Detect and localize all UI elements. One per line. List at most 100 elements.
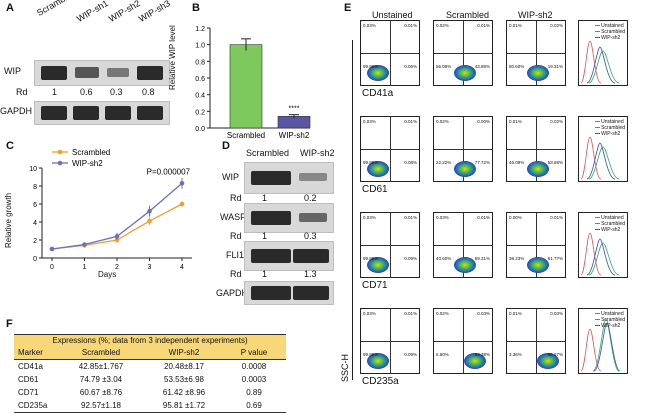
table-caption: Expressions (%; data from 3 independent … (14, 334, 286, 347)
quadrant-percent: 19.31% (547, 64, 563, 69)
quadrant-percent: 0.00% (509, 215, 522, 220)
quadrant-percent: 0.03% (477, 311, 490, 316)
cell-cluster (454, 161, 476, 177)
table-body: CD41a 42.85±1.767 20.48±8.17 0.0008 CD61 74.7… (14, 360, 286, 413)
table-cell: 74.79 ±3.04 (79, 375, 123, 384)
x-tick-label: WIP-sh2 (279, 131, 310, 140)
marker-label: CD71 (362, 280, 388, 291)
p-value-annotation: P=0.000007 (147, 168, 191, 177)
legend-item: WIP-sh2 (595, 35, 625, 41)
table-cell: CD41a (18, 362, 43, 371)
histogram-curve (586, 46, 616, 84)
y-tick-label: 2 (33, 238, 37, 245)
column-header: Unstained (372, 10, 413, 20)
blot-row-label: WASP (220, 212, 247, 222)
histogram-legend: Unstained Scrambled WIP-sh2 (595, 23, 625, 41)
cell-cluster (527, 161, 549, 177)
quadrant-percent: 0.06% (404, 64, 417, 69)
table-cell: 0.69 (246, 401, 262, 410)
histogram-legend: Unstained Scrambled WIP-sh2 (595, 311, 625, 329)
histogram-curve (580, 136, 602, 180)
bar (277, 116, 311, 129)
histogram-curve (586, 142, 616, 180)
table-row: CD235a 92.57±1.18 95.81 ±1.72 0.69 (14, 399, 286, 413)
quadrant-percent: 0.09% (404, 256, 417, 261)
dot-plot: 0.03% 0.01% 99.88% 0.09% (360, 308, 420, 374)
x-tick-label: 1 (83, 264, 87, 270)
quadrant-percent: 0.09% (404, 352, 417, 357)
table-cell: 60.67 ±8.76 (79, 388, 123, 397)
quadrant-percent: 99.88% (363, 160, 379, 165)
y-tick-label: 6 (33, 202, 37, 209)
dot-plot: 0.01% 0.03% 3.36% 96.67% (506, 308, 566, 374)
table-cell: 0.0003 (241, 375, 267, 384)
quadrant-percent: 0.01% (509, 23, 522, 28)
panel-c-label: C (6, 140, 14, 152)
table-cell: 0.0008 (241, 362, 267, 371)
rd-value: 1 (262, 269, 268, 279)
quadrant-percent: 99.88% (363, 256, 379, 261)
quadrant-percent: 0.00% (477, 119, 490, 124)
quadrant-percent: 0.01% (404, 119, 417, 124)
dot-plot: 0.02% 0.03% 5.60% 94.38% (433, 308, 493, 374)
legend-item: Unstained (595, 311, 625, 317)
table-cell: CD235a (18, 401, 48, 410)
quadrant-percent: 0.03% (436, 215, 449, 220)
data-point (49, 246, 55, 252)
x-axis-label: Days (98, 270, 117, 279)
bar-chart-b: 0.0 0.2 0.4 0.6 0.8 1.0 1.2 Scrambled WIP-sh2 ***… (195, 26, 311, 140)
quadrant-percent: 56.09% (436, 64, 452, 69)
cell-cluster (367, 65, 389, 81)
rd-label: Rd (230, 231, 242, 241)
y-tick-label: 1.2 (195, 26, 205, 33)
legend-label: WIP-sh2 (72, 159, 103, 168)
cell-cluster (367, 161, 389, 177)
lane-label: Scrambled (246, 148, 290, 158)
y-tick-label: 10 (29, 166, 37, 173)
blot-wip (34, 60, 170, 86)
y-tick-label: 0.2 (195, 109, 205, 116)
y-tick-label: 0.8 (195, 59, 205, 66)
rd-label: Rd (230, 269, 242, 279)
quadrant-percent: 0.03% (363, 215, 376, 220)
table-cell: 20.48±8.17 (164, 362, 204, 371)
cell-cluster (527, 65, 549, 81)
histogram-curve (580, 40, 602, 84)
table-cell: 61.42 ±8.96 (162, 388, 206, 397)
rd-value: 0.2 (304, 193, 317, 203)
column-header: Scrambled (446, 10, 490, 20)
dot-plot: 0.00% 0.01% 38.23% 61.77% (506, 212, 566, 278)
quadrant-percent: 0.03% (550, 311, 563, 316)
quadrant-percent: 0.03% (363, 119, 376, 124)
rd-label: Rd (230, 193, 242, 203)
cell-cluster (527, 257, 549, 273)
lane-label: Scrambled (35, 0, 78, 19)
quadrant-percent: 46.09% (509, 160, 525, 165)
table-header: P value (240, 348, 268, 357)
legend-item: Unstained (595, 23, 625, 29)
cell-cluster (454, 65, 476, 81)
histogram: Unstained Scrambled WIP-sh2 (578, 20, 628, 86)
column-header: WIP-sh2 (518, 10, 553, 20)
blot-row-label: WIP (4, 66, 21, 76)
dot-plot: 0.03% 0.01% 99.88% 0.09% (360, 212, 420, 278)
quadrant-percent: 0.01% (477, 23, 490, 28)
data-point (114, 234, 120, 239)
histogram-curve (592, 318, 620, 372)
table-cell: 42.85±1.767 (78, 362, 124, 371)
rd-value: 0.8 (142, 87, 155, 97)
x-tick-label: 2 (115, 264, 119, 270)
legend-marker (57, 149, 63, 155)
legend-item: WIP-sh2 (595, 323, 625, 329)
table-cell: CD71 (18, 388, 39, 397)
cell-cluster (537, 353, 559, 369)
quadrant-percent: 38.23% (509, 256, 525, 261)
quadrant-percent: 59.31% (474, 256, 490, 261)
quadrant-percent: 99.90% (363, 64, 379, 69)
y-tick-label: 8 (33, 184, 37, 191)
quadrant-percent: 0.03% (363, 23, 376, 28)
legend-label: Scrambled (72, 148, 110, 157)
cell-cluster (454, 257, 476, 273)
table-header: Scrambled (81, 348, 121, 357)
table-row: CD61 74.79 ±3.04 53.53±6.98 0.0003 (14, 373, 286, 386)
